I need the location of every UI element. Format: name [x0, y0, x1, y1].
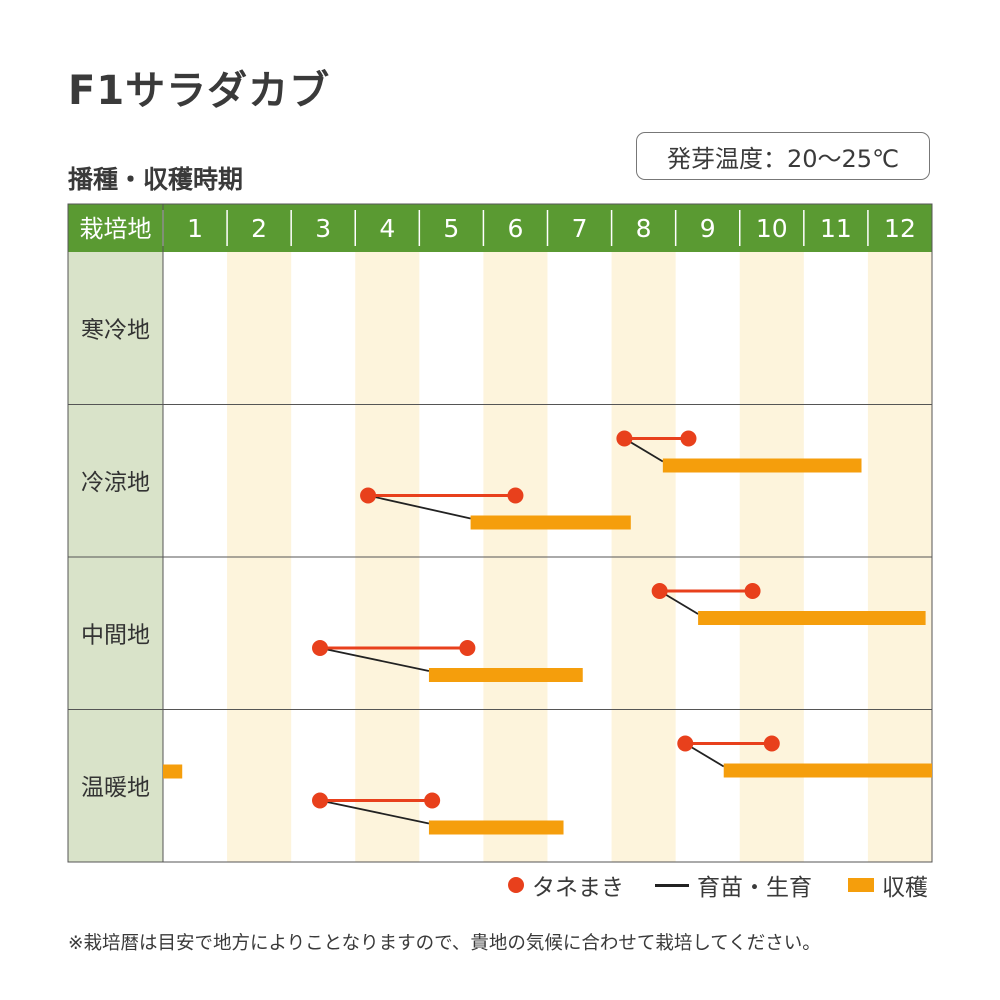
harvest-bar	[428, 668, 583, 682]
month-tick-label: 10	[756, 214, 788, 243]
region-cell	[68, 709, 163, 862]
month-tick-label: 6	[508, 214, 524, 243]
month-tick-label: 12	[884, 214, 916, 243]
month-tick-label: 3	[315, 214, 331, 243]
month-tick-label: 5	[443, 214, 459, 243]
region-cell	[68, 557, 163, 710]
month-tick-label: 2	[251, 214, 267, 243]
region-cell	[68, 404, 163, 557]
sow-end-point	[744, 583, 761, 599]
legend-harvest-label: 収穫	[882, 875, 928, 901]
grow-line	[319, 799, 430, 825]
sow-end-point	[507, 487, 524, 504]
sow-start-point	[312, 640, 329, 656]
month-tick-label: 4	[379, 214, 395, 243]
legend-grow: 育苗・生育	[655, 870, 812, 901]
region-label: 冷涼地	[81, 470, 150, 496]
footnote: ※栽培暦は目安で地方によりことなりますので、貴地の気候に合わせて栽培してください…	[68, 933, 821, 954]
harvest-bar	[470, 515, 631, 530]
harvest-bar	[698, 611, 926, 625]
harvest-bar	[723, 763, 932, 778]
grow-line-icon	[655, 883, 689, 887]
month-tick-label: 7	[572, 214, 588, 243]
month-tick-label: 8	[636, 214, 652, 243]
region-label: 寒冷地	[81, 317, 150, 343]
header-row	[68, 204, 932, 252]
sow-end-point	[459, 640, 476, 656]
month-tick-label: 9	[700, 214, 716, 243]
germination-temperature-badge: 発芽温度：20〜25℃	[636, 132, 930, 180]
sow-dot-icon	[508, 877, 524, 893]
sow-end-point	[763, 735, 780, 752]
legend-sow-label: タネまき	[532, 875, 624, 901]
chart-frame	[67, 203, 933, 863]
page-title: F1サラダカブ	[68, 68, 331, 114]
region-cell	[68, 252, 163, 405]
chart-subtitle: 播種・収穫時期	[68, 165, 244, 194]
harvest-bar	[662, 458, 862, 473]
legend-grow-label: 育苗・生育	[697, 875, 812, 901]
sow-start-point	[616, 430, 633, 447]
harvest-bar	[163, 764, 183, 779]
sow-end-point	[680, 430, 697, 447]
month-tick-label: 11	[820, 214, 852, 243]
region-label: 中間地	[81, 622, 150, 648]
legend-harvest: 収穫	[848, 870, 928, 901]
region-label: 温暖地	[81, 775, 150, 801]
grow-line	[367, 494, 471, 520]
grow-line	[319, 647, 430, 672]
sow-start-point	[360, 487, 377, 504]
sow-start-point	[677, 735, 694, 752]
legend-sow: タネまき	[508, 870, 624, 901]
harvest-bar-icon	[848, 878, 874, 892]
header-label: 栽培地	[80, 215, 152, 243]
harvest-bar	[428, 820, 564, 835]
month-tick-label: 1	[187, 214, 203, 243]
sow-start-point	[651, 583, 668, 599]
sow-start-point	[312, 792, 329, 809]
sow-end-point	[424, 792, 441, 809]
